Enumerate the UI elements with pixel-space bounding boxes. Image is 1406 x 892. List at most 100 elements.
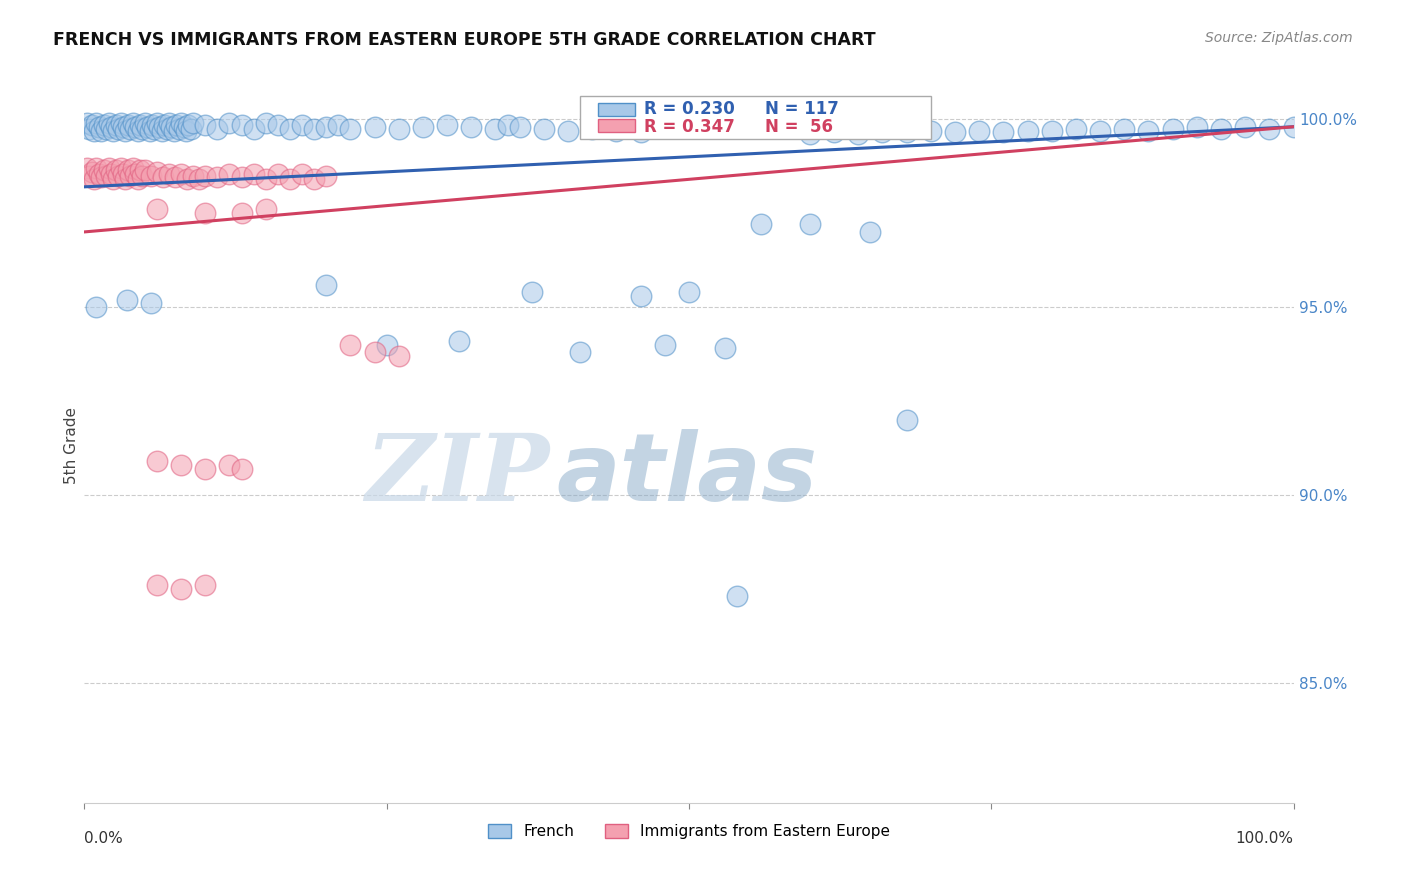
Point [112, 120, 135, 134]
Point [388, 121, 411, 136]
Point [557, 123, 579, 137]
Point [339, 121, 361, 136]
Point [94, 121, 117, 136]
Point [1234, 120, 1257, 134]
Point [139, 296, 162, 310]
Point [90, 170, 112, 185]
Point [302, 172, 325, 186]
Point [86, 161, 108, 175]
Point [93, 118, 115, 132]
Point [339, 337, 361, 351]
Point [267, 167, 290, 181]
Point [167, 121, 190, 136]
Point [127, 123, 149, 137]
Point [176, 172, 198, 186]
Text: R = 0.230: R = 0.230 [644, 100, 735, 118]
Text: Source: ZipAtlas.com: Source: ZipAtlas.com [1205, 31, 1353, 45]
Point [315, 120, 337, 134]
Point [188, 172, 211, 186]
Point [121, 161, 143, 175]
Point [139, 169, 162, 183]
Point [181, 116, 204, 130]
Point [170, 582, 193, 596]
Point [194, 118, 217, 132]
Point [1209, 121, 1232, 136]
Point [121, 116, 143, 130]
Point [174, 123, 197, 137]
Point [872, 125, 894, 139]
Point [1114, 121, 1136, 136]
Point [569, 345, 592, 359]
Y-axis label: 5th Grade: 5th Grade [63, 408, 79, 484]
Point [291, 118, 314, 132]
Point [112, 167, 135, 181]
Point [181, 169, 204, 183]
Point [231, 170, 253, 185]
Point [134, 116, 156, 130]
Point [1185, 120, 1208, 134]
Point [242, 167, 264, 181]
Point [138, 123, 160, 137]
Point [388, 349, 411, 363]
Point [267, 118, 290, 132]
Point [110, 161, 132, 175]
Point [896, 413, 918, 427]
Point [1161, 121, 1184, 136]
Point [920, 123, 942, 137]
Point [165, 118, 187, 132]
Point [896, 125, 918, 139]
Point [157, 167, 180, 181]
Point [315, 169, 337, 183]
Point [278, 172, 301, 186]
Point [231, 206, 253, 220]
Point [725, 589, 748, 603]
Point [104, 118, 127, 132]
Point [194, 461, 217, 475]
Point [115, 293, 138, 307]
Point [104, 163, 127, 178]
Point [484, 121, 506, 136]
Point [136, 120, 159, 134]
Point [90, 123, 112, 137]
Point [254, 172, 277, 186]
Text: atlas: atlas [555, 428, 817, 521]
Point [77, 121, 100, 136]
Point [120, 169, 142, 183]
Point [302, 121, 325, 136]
Point [86, 300, 108, 314]
FancyBboxPatch shape [581, 96, 931, 139]
Point [218, 167, 240, 181]
Point [93, 163, 115, 178]
Point [254, 202, 277, 217]
Point [170, 458, 193, 472]
Point [94, 169, 117, 183]
Point [170, 116, 193, 130]
Point [107, 121, 129, 136]
Point [678, 285, 700, 299]
Point [83, 172, 105, 186]
Point [509, 120, 531, 134]
Point [103, 172, 125, 186]
Point [291, 167, 314, 181]
Point [146, 454, 169, 468]
Text: 100.0%: 100.0% [1236, 831, 1294, 847]
Point [80, 165, 103, 179]
Point [114, 172, 136, 186]
Point [157, 116, 180, 130]
Point [146, 116, 169, 130]
Point [581, 121, 603, 136]
Point [207, 121, 229, 136]
Point [520, 285, 543, 299]
Point [1137, 123, 1160, 137]
Point [103, 123, 125, 137]
Point [152, 170, 174, 185]
Point [160, 120, 183, 134]
Point [180, 121, 202, 136]
Point [315, 277, 337, 292]
Point [170, 167, 193, 181]
FancyBboxPatch shape [599, 103, 634, 116]
Point [117, 118, 139, 132]
Point [141, 118, 163, 132]
Point [87, 120, 110, 134]
Point [153, 118, 176, 132]
